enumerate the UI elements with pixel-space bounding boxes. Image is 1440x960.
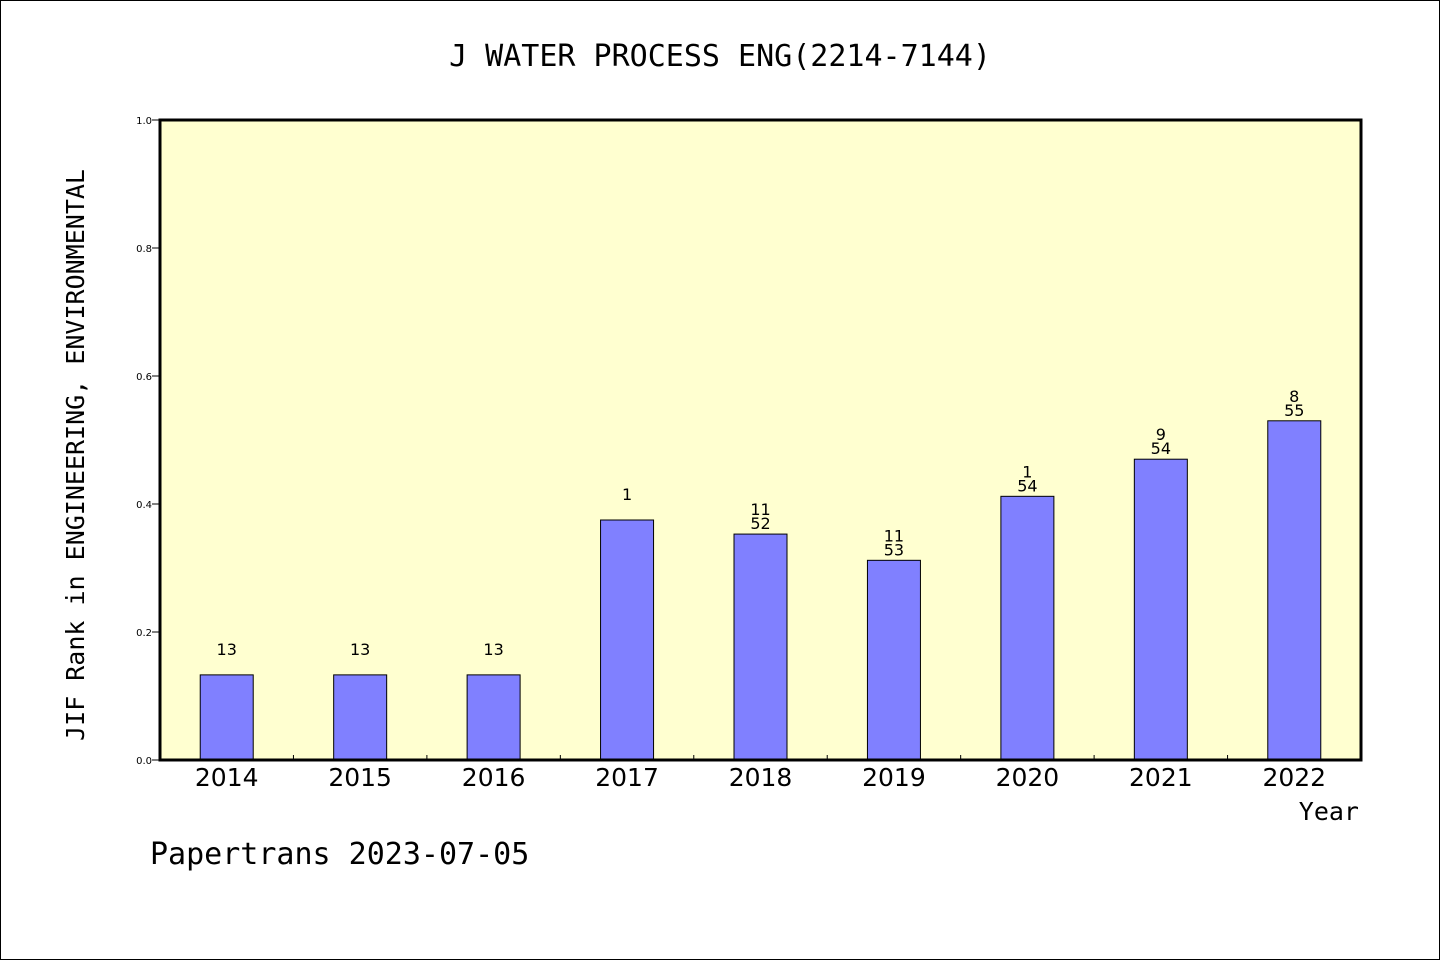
bar-2019 <box>866 559 921 761</box>
bar-label-2022-2: 55 <box>1284 401 1304 420</box>
bar-2015 <box>333 674 388 761</box>
bar-label-2019-1: 11 <box>884 526 904 545</box>
bar-label-2018-1: 11 <box>750 500 770 519</box>
bar-2014 <box>199 674 254 761</box>
x-tick-label-2021: 2021 <box>1129 763 1193 792</box>
bar-2021 <box>1133 458 1188 761</box>
bar-2022 <box>1267 420 1322 761</box>
bar-label-2018-2: 52 <box>750 514 770 533</box>
bar-label-2015-1: 13 <box>350 640 370 659</box>
bar-label-2016-1: 13 <box>483 640 503 659</box>
x-tick-label-2022: 2022 <box>1262 763 1326 792</box>
y-tick-label-0.6: 0.6 <box>136 372 152 383</box>
x-tick-label-2018: 2018 <box>729 763 793 792</box>
bar-label-2019-2: 53 <box>884 540 904 559</box>
y-tick-label-0.8: 0.8 <box>136 244 152 255</box>
x-tick-label-2016: 2016 <box>462 763 526 792</box>
bar-label-2021-2: 54 <box>1151 439 1171 458</box>
bar-label-2021-1: 9 <box>1156 425 1166 444</box>
y-tick-label-0.0: 0.0 <box>136 756 152 767</box>
bar-2020 <box>1000 495 1055 761</box>
plot-border <box>158 118 1363 762</box>
bar-label-2022-1: 8 <box>1289 387 1299 406</box>
bar-2017 <box>600 519 655 761</box>
y-tick-label-1.0: 1.0 <box>136 116 152 127</box>
x-axis-label: Year <box>1299 797 1359 826</box>
x-tick-label-2020: 2020 <box>996 763 1060 792</box>
x-tick-label-2014: 2014 <box>195 763 259 792</box>
bar-label-2014-1: 13 <box>217 640 237 659</box>
y-tick-label-0.2: 0.2 <box>136 628 152 639</box>
bar-label-2020-2: 54 <box>1017 476 1037 495</box>
bar-label-2017-1: 1 <box>622 485 632 504</box>
bar-2018 <box>733 533 788 761</box>
x-tick-label-2015: 2015 <box>328 763 392 792</box>
chart-title: J WATER PROCESS ENG(2214-7144) <box>449 39 991 74</box>
footer-text: Papertrans 2023-07-05 <box>150 837 529 872</box>
y-axis-label: JIF Rank in ENGINEERING, ENVIRONMENTAL <box>61 169 90 741</box>
x-tick-label-2019: 2019 <box>862 763 926 792</box>
bar-label-2020-1: 1 <box>1022 462 1032 481</box>
x-tick-label-2017: 2017 <box>595 763 659 792</box>
y-tick-label-0.4: 0.4 <box>136 500 152 511</box>
bar-2016 <box>466 674 521 761</box>
